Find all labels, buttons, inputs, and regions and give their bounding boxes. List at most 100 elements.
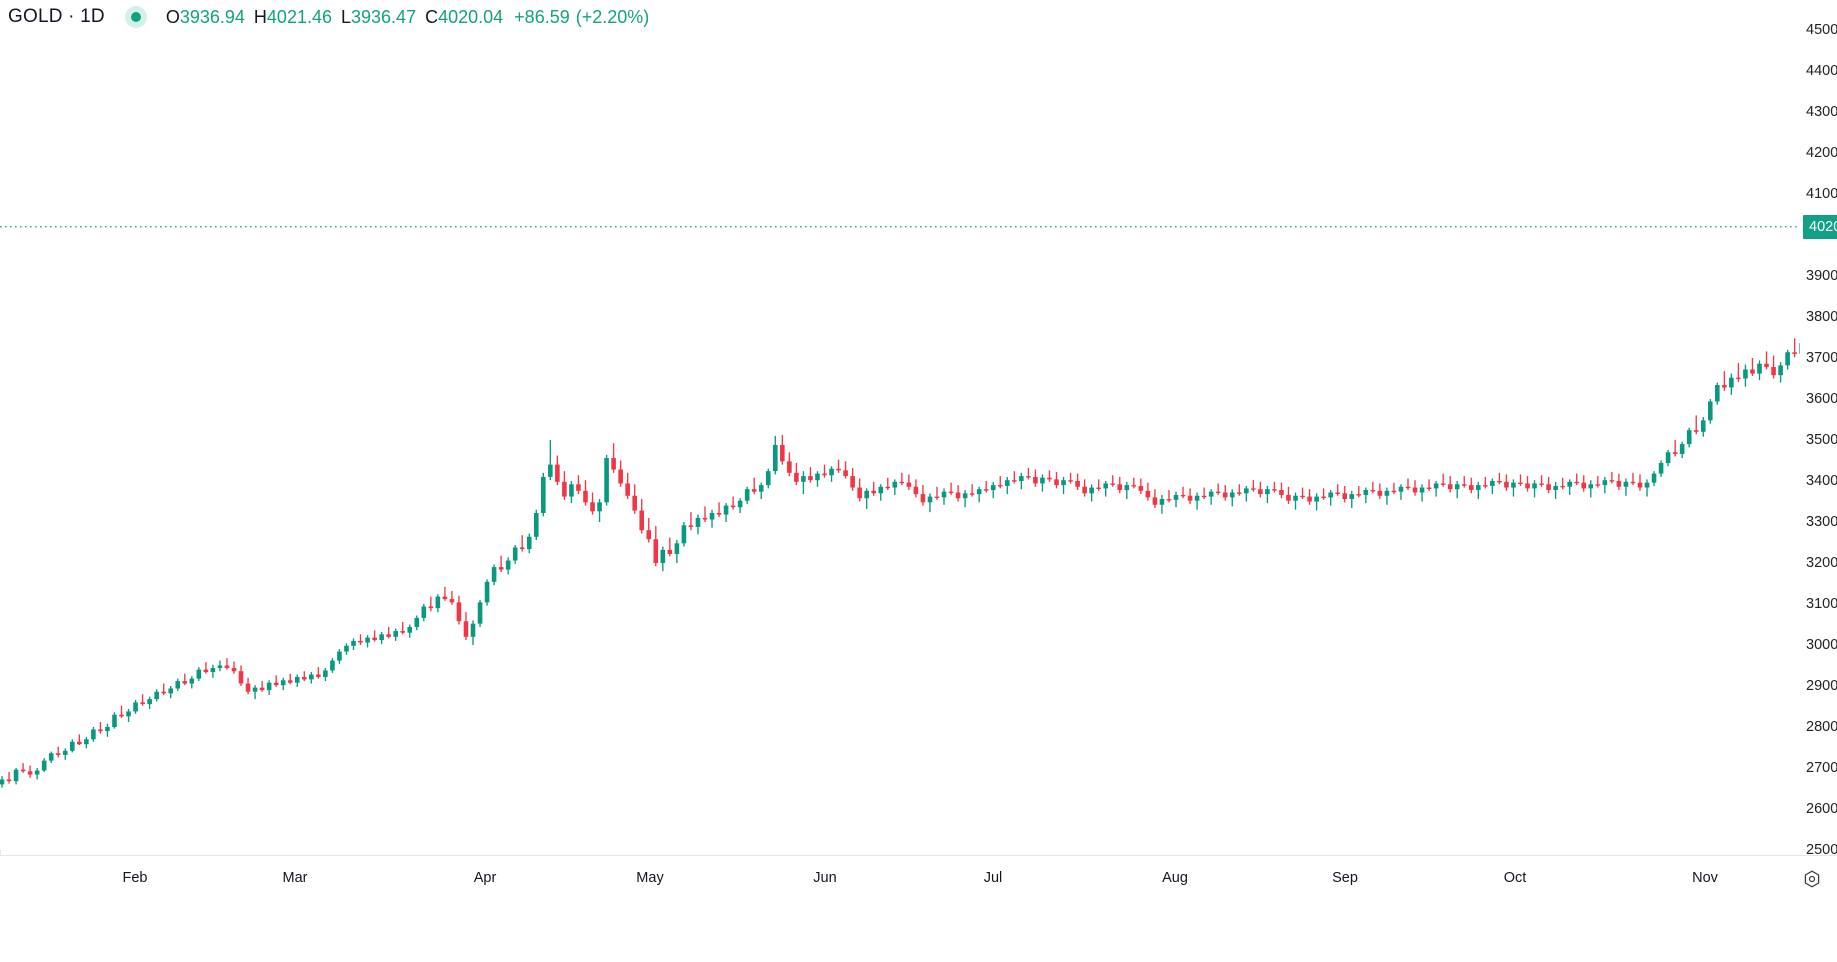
price-change-percent: (+2.20%) bbox=[575, 6, 650, 27]
candle-body bbox=[1490, 481, 1495, 486]
candle-body bbox=[407, 626, 413, 633]
candle-body bbox=[1103, 483, 1109, 489]
candle-body bbox=[1194, 495, 1200, 501]
candle-body bbox=[1173, 494, 1179, 500]
candle-body bbox=[983, 489, 989, 491]
candle-body bbox=[1722, 385, 1727, 388]
candle-body bbox=[1004, 480, 1010, 486]
candle-body bbox=[372, 637, 377, 641]
candle-body bbox=[702, 517, 708, 520]
candle-body bbox=[583, 490, 588, 503]
candle-body bbox=[491, 567, 497, 582]
candle-body bbox=[695, 517, 701, 527]
candle-body bbox=[1644, 482, 1650, 488]
candle-body bbox=[1497, 481, 1502, 483]
candle-body bbox=[765, 471, 771, 486]
candle-body bbox=[1131, 485, 1137, 487]
candle-body bbox=[688, 525, 694, 527]
candle-body bbox=[0, 779, 5, 785]
candle-body bbox=[1672, 452, 1678, 454]
candle-body bbox=[1602, 480, 1608, 486]
candle-body bbox=[801, 476, 806, 482]
time-axis[interactable]: Feb Mar Apr May Jun Jul Aug Sep Oct Nov bbox=[0, 855, 1837, 962]
symbol-title[interactable]: GOLD · 1D bbox=[8, 6, 105, 27]
candle-body bbox=[1201, 495, 1207, 498]
candle-body bbox=[976, 489, 982, 495]
candle-body bbox=[1159, 499, 1165, 505]
candle-body bbox=[13, 769, 19, 782]
candle-body bbox=[1236, 492, 1242, 494]
price-tick-label: 3300.00 bbox=[1806, 514, 1837, 530]
chart-legend: GOLD · 1D O 3936.94 H 4021.46 L 3936.47 C 4020.… bbox=[8, 4, 649, 30]
candle-body bbox=[98, 729, 103, 732]
candle-body bbox=[871, 490, 877, 494]
candle-body bbox=[20, 769, 26, 772]
candle-body bbox=[1504, 481, 1509, 488]
price-tick-label: 3800.00 bbox=[1806, 309, 1837, 325]
candle-body bbox=[1454, 484, 1460, 490]
candle-body bbox=[1658, 462, 1664, 474]
candle-body bbox=[1799, 343, 1800, 354]
candle-body bbox=[1483, 485, 1488, 487]
candle-body bbox=[1054, 479, 1059, 486]
candle-body bbox=[1040, 477, 1045, 484]
candle-body bbox=[1771, 367, 1776, 376]
time-tick-label: Feb bbox=[122, 870, 148, 886]
candle-body bbox=[182, 681, 188, 684]
candle-body bbox=[646, 530, 652, 540]
status-dot-icon[interactable] bbox=[123, 4, 149, 30]
price-tick-label: 4500.00 bbox=[1806, 22, 1837, 38]
ohlc-value: 3936.47 bbox=[351, 6, 417, 27]
current-price-badge[interactable]: 4020.04 bbox=[1803, 214, 1837, 239]
time-tick-label: Sep bbox=[1332, 870, 1358, 886]
candle-body bbox=[667, 549, 673, 554]
candle-body bbox=[1229, 492, 1235, 498]
candle-body bbox=[1525, 483, 1530, 489]
candle-body bbox=[843, 470, 848, 477]
candle-body bbox=[934, 496, 940, 498]
candle-body bbox=[1398, 486, 1404, 492]
candle-body bbox=[1412, 487, 1418, 493]
candle-body bbox=[428, 606, 434, 609]
candle-body bbox=[280, 680, 286, 686]
price-tick-label: 2500.00 bbox=[1806, 842, 1837, 858]
candle-body bbox=[927, 496, 933, 503]
candle-body bbox=[1778, 365, 1783, 376]
candle-body bbox=[773, 444, 778, 472]
candle-body bbox=[864, 490, 869, 499]
candle-body bbox=[62, 750, 68, 755]
candle-body bbox=[822, 473, 827, 476]
candle-body bbox=[1792, 352, 1797, 354]
candle-body bbox=[1546, 484, 1551, 491]
candle-body bbox=[1082, 486, 1087, 494]
candle-body bbox=[1700, 420, 1706, 432]
candle-body bbox=[1539, 483, 1544, 485]
candle-body bbox=[829, 468, 834, 476]
crosshair-target-icon[interactable] bbox=[1801, 868, 1823, 890]
candle-body bbox=[84, 739, 89, 745]
candle-body bbox=[463, 621, 469, 637]
candle-body bbox=[105, 727, 110, 732]
candle-body bbox=[119, 714, 124, 717]
candle-body bbox=[590, 502, 595, 512]
candle-body bbox=[1623, 481, 1629, 487]
candle-body bbox=[287, 680, 293, 683]
candle-body bbox=[1068, 480, 1073, 482]
candle-body bbox=[1377, 490, 1383, 496]
candle-body bbox=[1715, 385, 1720, 402]
candle-body bbox=[948, 491, 954, 494]
price-tick-label: 4200.00 bbox=[1806, 145, 1837, 161]
price-axis[interactable]: 4500.004400.004300.004200.004100.004000.… bbox=[1800, 0, 1837, 858]
ohlc-label: L bbox=[341, 6, 352, 27]
candle-body bbox=[154, 691, 159, 700]
chart-plot-area[interactable] bbox=[0, 0, 1800, 855]
candle-body bbox=[294, 676, 300, 683]
price-tick-label: 3700.00 bbox=[1806, 350, 1837, 366]
candle-body bbox=[140, 702, 145, 705]
candle-body bbox=[358, 640, 363, 643]
candle-body bbox=[309, 674, 314, 680]
candlestick-canvas bbox=[0, 226, 1800, 788]
candle-body bbox=[1461, 484, 1467, 486]
candle-body bbox=[1750, 369, 1755, 374]
candle-body bbox=[1560, 485, 1565, 488]
